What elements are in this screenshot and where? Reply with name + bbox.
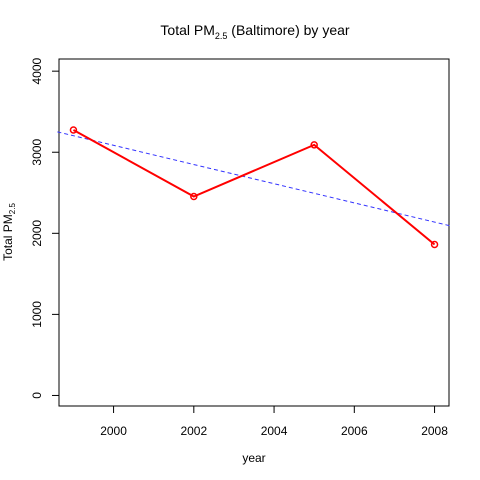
- x-axis: 2000 2002 2004 2006 2008: [100, 406, 448, 438]
- y-axis-label: Total PM2.5: [1, 203, 17, 261]
- data-point: [430, 240, 439, 249]
- trend-line: [57, 131, 451, 227]
- x-tick-label: 2004: [261, 424, 288, 438]
- data-point: [310, 141, 318, 149]
- x-tick-label: 2008: [421, 424, 448, 438]
- y-tick-label: 2000: [30, 220, 44, 247]
- x-tick-label: 2006: [341, 424, 368, 438]
- chart-title-main: Total PM: [160, 22, 214, 38]
- x-tick-label: 2002: [180, 424, 207, 438]
- y-tick-label: 3000: [30, 139, 44, 166]
- series-line: [72, 129, 436, 246]
- y-axis: 0 1000 2000 3000 4000: [30, 57, 59, 399]
- y-axis-label-main: Total PM: [1, 214, 15, 261]
- y-tick-label: 0: [30, 392, 44, 399]
- data-point: [190, 192, 198, 201]
- chart-title-suffix: (Baltimore) by year: [227, 22, 349, 38]
- y-tick-label: 4000: [30, 57, 44, 84]
- y-tick-label: 1000: [30, 301, 44, 328]
- y-axis-label-subscript: 2.5: [8, 203, 17, 215]
- x-axis-label: year: [242, 451, 265, 465]
- chart-title: Total PM2.5 (Baltimore) by year: [160, 22, 349, 41]
- plot-frame: [58, 58, 450, 407]
- chart-title-subscript: 2.5: [215, 31, 228, 41]
- x-tick-label: 2000: [100, 424, 127, 438]
- plot-area: [57, 126, 451, 249]
- data-point: [69, 126, 78, 134]
